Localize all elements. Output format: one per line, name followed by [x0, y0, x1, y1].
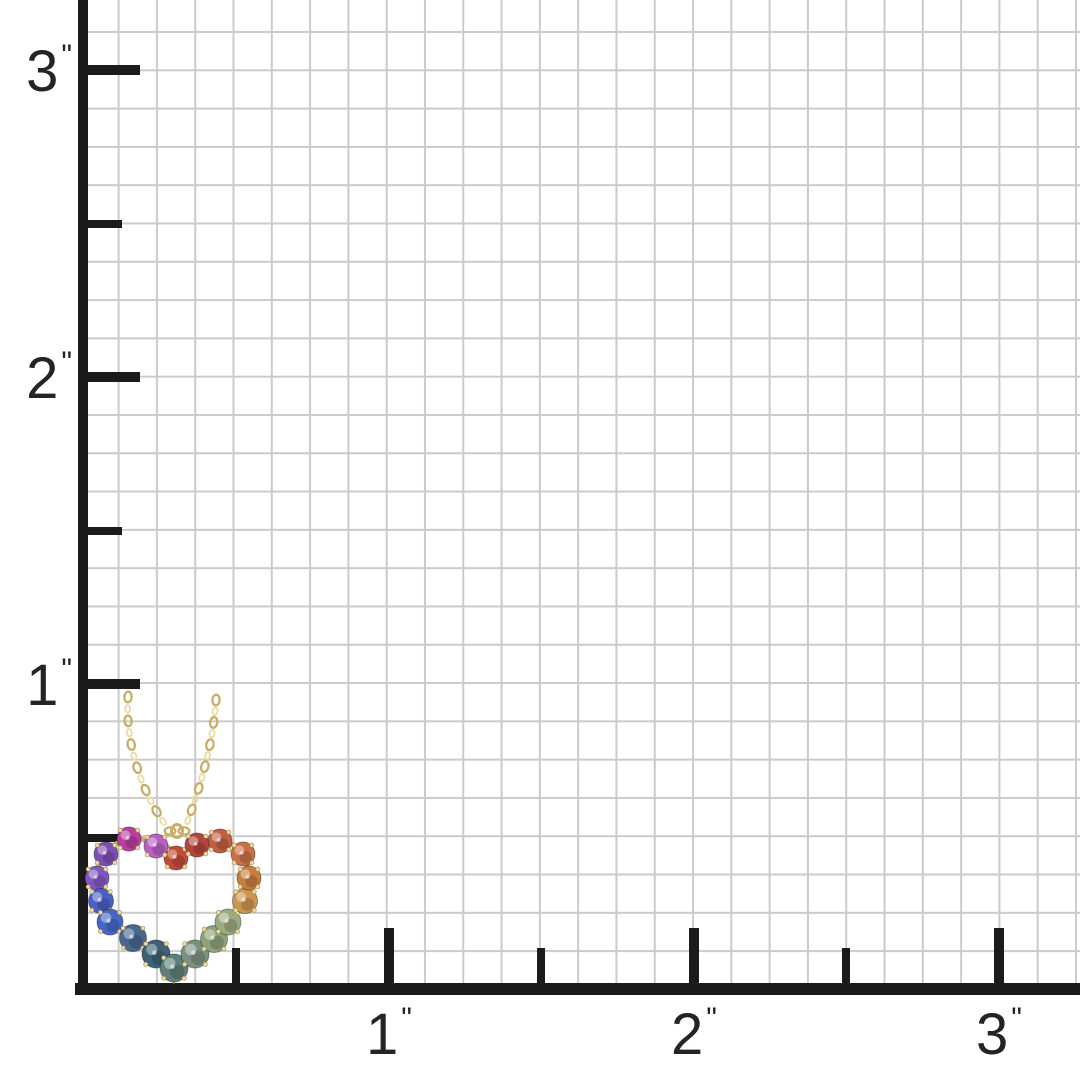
- y-axis-label-2: 2": [0, 346, 72, 408]
- x-tick-1in: [384, 928, 394, 983]
- y-label-1-number: 1: [26, 653, 60, 718]
- gemstone-light-sage: [214, 908, 242, 936]
- x-label-3-number: 3: [976, 1002, 1010, 1067]
- gemstone-purple: [93, 841, 119, 867]
- x-axis-label-1: 1": [366, 1002, 412, 1064]
- gemstone-steel-blue: [119, 924, 147, 952]
- y-label-1-inch-mark: ": [61, 653, 72, 686]
- y-axis-label-3: 3": [0, 39, 72, 101]
- y-axis-bar: [78, 0, 88, 995]
- y-tick-3in: [88, 65, 140, 75]
- gemstone-gray-green: [180, 939, 210, 969]
- x-label-3-inch-mark: ": [1011, 1002, 1022, 1035]
- y-tick-2-5in: [88, 220, 122, 228]
- graph-paper-grid: [88, 0, 1080, 983]
- gemstone-brick: [184, 832, 210, 858]
- y-tick-1in: [88, 679, 140, 689]
- y-label-3-number: 3: [26, 39, 60, 104]
- gemstone-periwinkle: [88, 888, 114, 914]
- gemstone-orchid: [143, 833, 169, 859]
- y-axis-label-1: 1": [0, 653, 72, 715]
- x-axis-bar: [75, 983, 1080, 995]
- gemstone-red: [163, 845, 189, 871]
- x-axis-label-3: 3": [976, 1002, 1022, 1064]
- y-tick-0-5in: [88, 834, 122, 842]
- x-label-1-inch-mark: ": [401, 1002, 412, 1035]
- rainbow-heart-pendant-image: [84, 690, 262, 985]
- gemstone-amber: [232, 888, 258, 914]
- y-tick-2in: [88, 372, 140, 382]
- y-label-2-inch-mark: ": [61, 346, 72, 379]
- x-tick-0-5in: [232, 948, 240, 983]
- x-tick-1-5in: [537, 948, 545, 983]
- heart-gemstones: [84, 826, 262, 983]
- x-tick-3in: [994, 928, 1004, 983]
- x-label-2-number: 2: [671, 1002, 705, 1067]
- gemstone-tangerine: [230, 841, 256, 867]
- x-tick-2in: [689, 928, 699, 983]
- y-label-3-inch-mark: ": [61, 39, 72, 72]
- x-label-1-number: 1: [366, 1002, 400, 1067]
- x-tick-2-5in: [842, 948, 850, 983]
- necklace-chain: [123, 690, 221, 836]
- y-tick-1-5in: [88, 527, 122, 535]
- x-axis-label-2: 2": [671, 1002, 717, 1064]
- gemstone-coral: [207, 828, 233, 854]
- gemstone-violet: [84, 865, 110, 891]
- y-label-2-number: 2: [26, 346, 60, 411]
- gemstone-orange: [236, 865, 262, 891]
- gemstone-blue: [96, 908, 124, 936]
- gemstone-magenta: [116, 826, 142, 852]
- x-label-2-inch-mark: ": [706, 1002, 717, 1035]
